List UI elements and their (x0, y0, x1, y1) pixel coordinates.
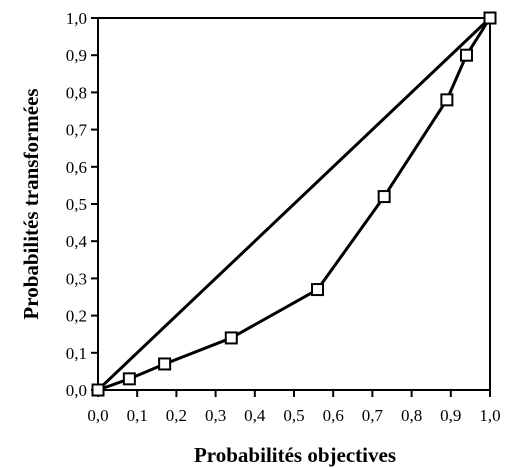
x-tick-label: 0,8 (401, 406, 422, 425)
data-point-marker (158, 357, 172, 371)
data-point-marker (483, 11, 497, 25)
x-axis-ticks: 0,0 0,1 0,2 0,3 0,4 0,5 0,6 0,7 0,8 0,9 1,0 (87, 390, 501, 425)
data-point-marker (440, 93, 454, 107)
y-tick-label: 0,4 (66, 232, 88, 251)
y-tick-label: 0,1 (66, 344, 87, 363)
data-point-marker (122, 372, 136, 386)
x-tick-label: 0,0 (87, 406, 108, 425)
y-tick-label: 1,0 (66, 9, 87, 28)
y-tick-label: 0,6 (66, 158, 87, 177)
y-tick-label: 0,0 (66, 381, 87, 400)
x-axis-title: Probabilités objectives (194, 443, 396, 467)
y-tick-label: 0,9 (66, 46, 87, 65)
x-tick-label: 0,2 (166, 406, 187, 425)
y-axis-title: Probabilités transformées (19, 88, 43, 319)
y-axis-ticks: 0,0 0,1 0,2 0,3 0,4 0,5 0,6 0,7 0,8 0,9 1,0 (66, 9, 98, 400)
x-tick-label: 0,9 (440, 406, 461, 425)
y-tick-label: 0,8 (66, 83, 87, 102)
x-tick-label: 0,7 (362, 406, 384, 425)
series-layer (91, 11, 497, 397)
data-point-marker (311, 283, 325, 297)
data-point-marker (224, 331, 238, 345)
data-point-marker (91, 383, 105, 397)
y-tick-label: 0,2 (66, 307, 87, 326)
y-tick-label: 0,5 (66, 195, 87, 214)
y-tick-label: 0,3 (66, 269, 87, 288)
x-tick-label: 1,0 (479, 406, 500, 425)
x-tick-label: 0,6 (323, 406, 344, 425)
data-point-marker (459, 48, 473, 62)
x-tick-label: 0,5 (283, 406, 304, 425)
x-tick-label: 0,4 (244, 406, 266, 425)
data-point-marker (377, 190, 391, 204)
series-line (96, 16, 492, 392)
y-tick-label: 0,7 (66, 121, 88, 140)
x-tick-label: 0,3 (205, 406, 226, 425)
x-tick-label: 0,1 (127, 406, 148, 425)
